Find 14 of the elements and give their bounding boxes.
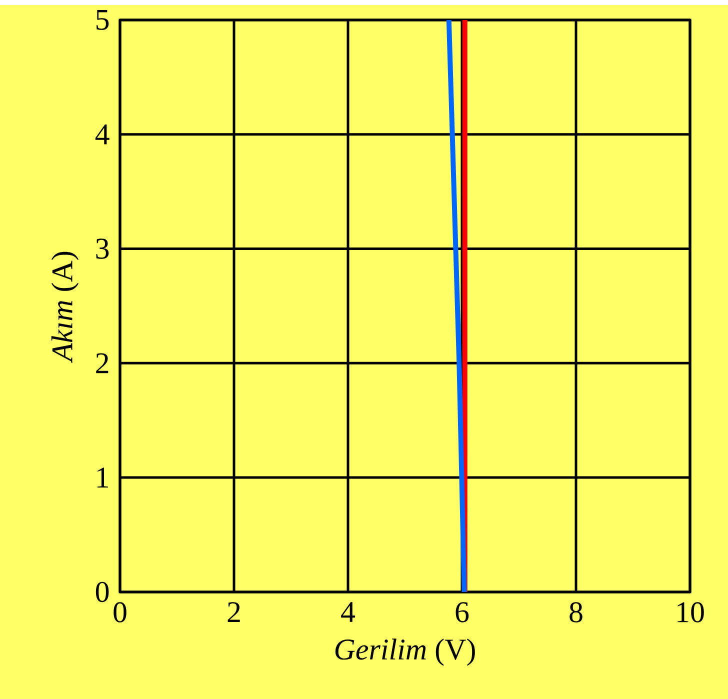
y-tick-label: 2 bbox=[96, 353, 108, 374]
y-tick-label: 3 bbox=[96, 238, 109, 259]
x-tick-label: 6 bbox=[456, 602, 469, 622]
x-tick-label: 2 bbox=[228, 602, 240, 622]
y-tick-label: 4 bbox=[95, 124, 110, 144]
x-axis-title: Gerilim (V) bbox=[335, 638, 475, 666]
y-tick-label: 5 bbox=[96, 10, 109, 30]
x-tick-label: 10 bbox=[678, 602, 704, 622]
y-axis-title: Akım (A) bbox=[51, 252, 79, 364]
x-tick-label: 4 bbox=[341, 602, 356, 622]
x-tick-label: 8 bbox=[570, 602, 582, 622]
x-tick-label: 0 bbox=[114, 602, 126, 622]
y-tick-label: 0 bbox=[96, 582, 109, 602]
y-tick-label: 1 bbox=[97, 468, 108, 488]
